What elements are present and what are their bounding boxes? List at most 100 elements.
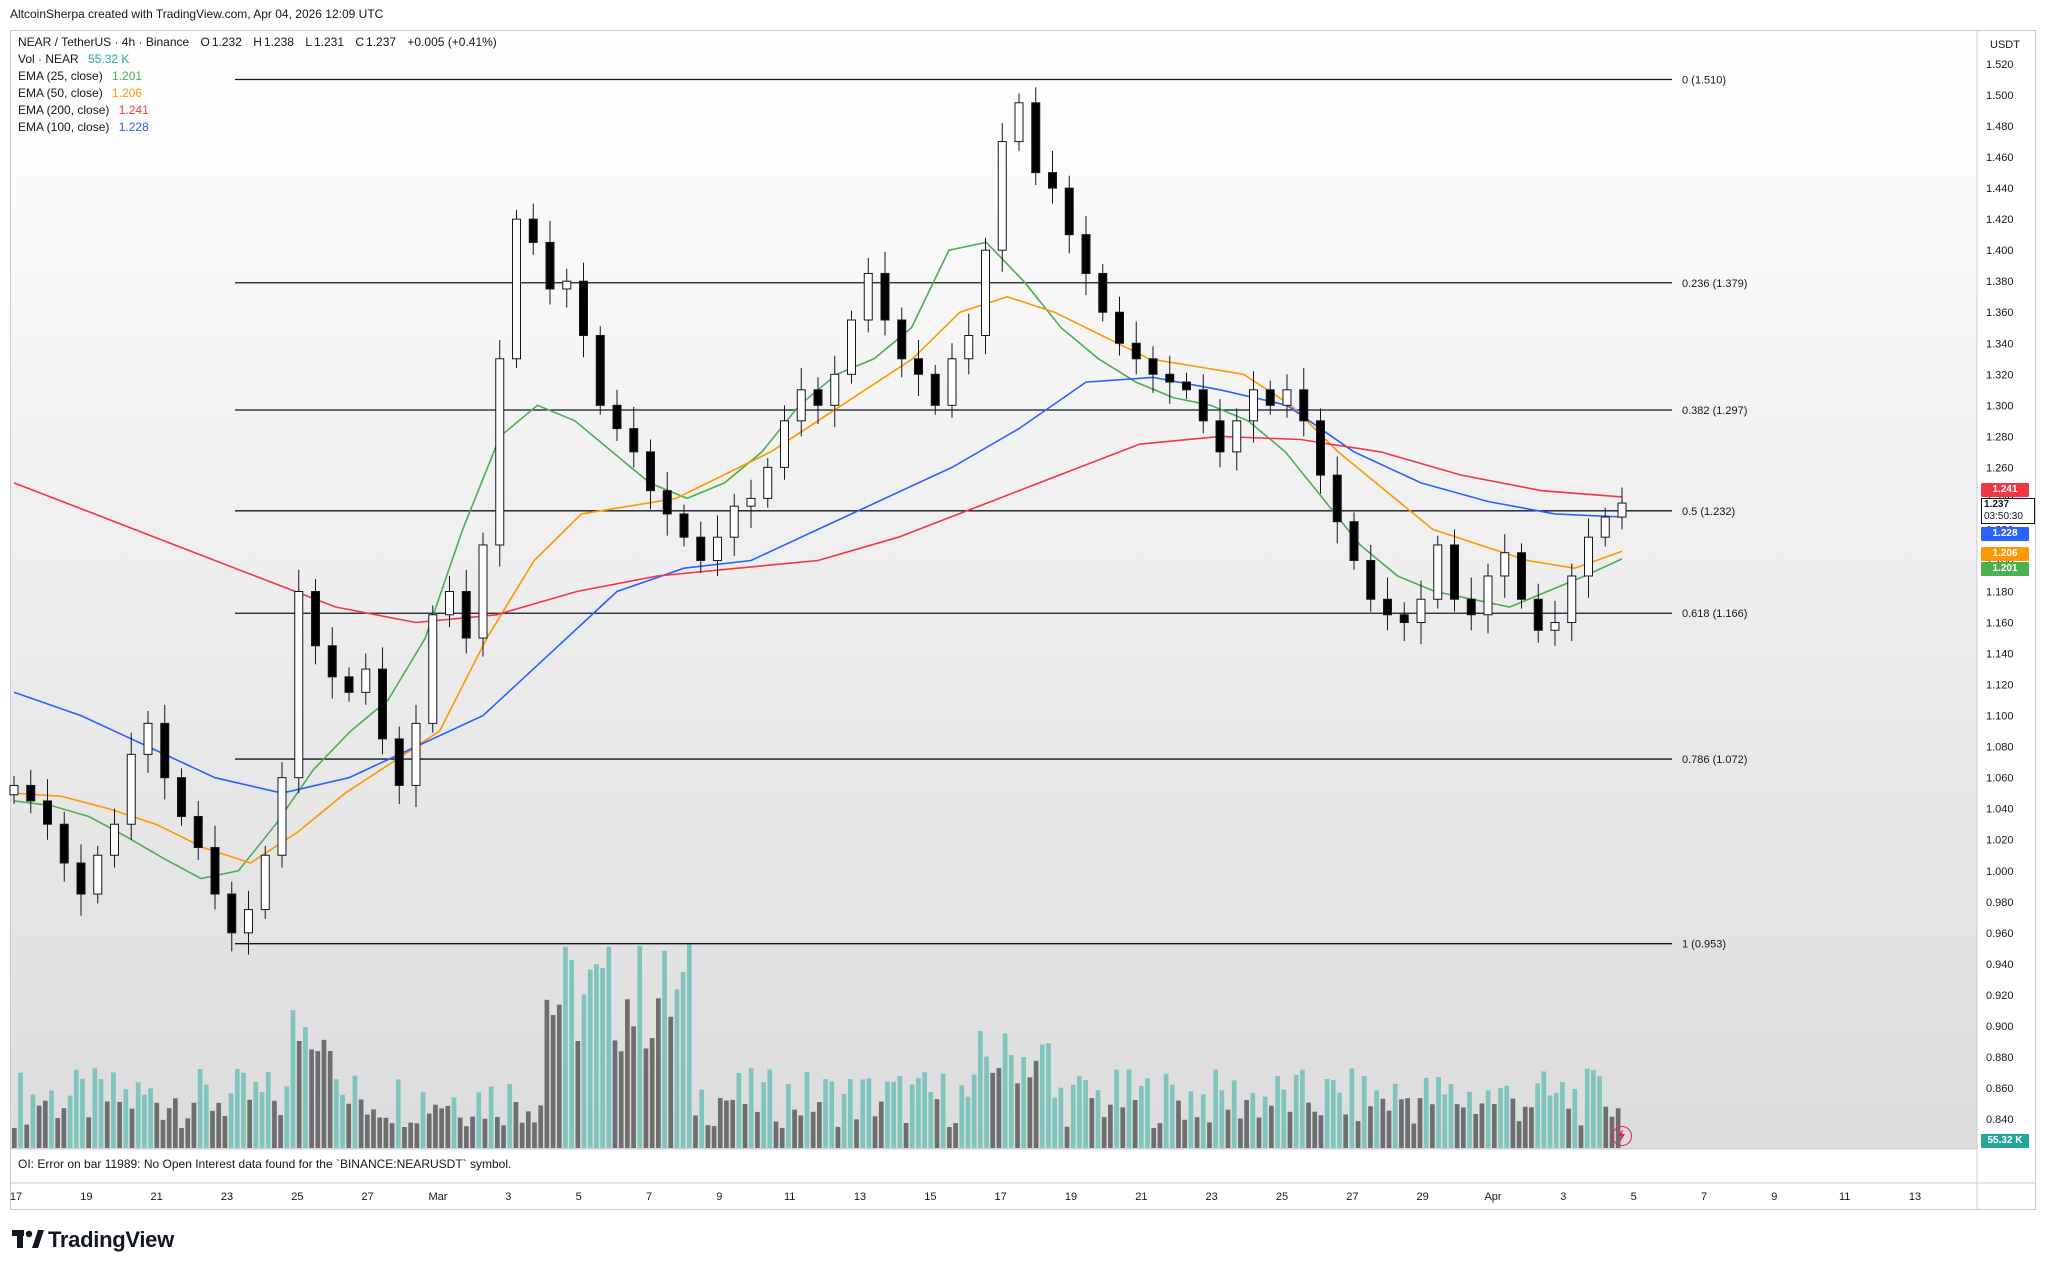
candle-body [662,490,672,515]
candle-body [59,823,69,864]
volume-bar [1244,1099,1249,1148]
candle-body [1600,516,1610,538]
candle-body [1064,187,1074,236]
volume-bar [1139,1085,1144,1148]
volume-label: Vol · NEAR [18,52,79,66]
volume-bar [810,1111,816,1148]
volume-bar [1423,1077,1429,1148]
volume-bar [1281,1089,1287,1148]
volume-bar [1584,1068,1590,1148]
volume-bar [228,1093,234,1148]
volume-bar [284,1086,290,1148]
volume-bars [12,944,1621,1148]
volume-bar [327,1051,333,1148]
low-value: 1.231 [313,35,345,49]
candle-body [1466,598,1476,616]
volume-bar [1603,1106,1609,1148]
tradingview-logo[interactable]: TradingView [12,1226,174,1254]
volume-bar [668,1016,674,1148]
volume-bar [841,1093,847,1148]
volume-bar [1293,1074,1299,1148]
volume-row[interactable]: Vol · NEAR 55.32 K [18,51,499,68]
volume-bar [755,1111,760,1148]
volume-bar [123,1089,129,1148]
lightning-icon[interactable] [1612,1126,1632,1146]
time-tick-label: 25 [1276,1191,1288,1203]
candle-body [579,280,588,337]
volume-bar [104,1101,110,1148]
fib-level-label: 0.382 (1.297) [1682,405,1747,417]
volume-bar [340,1094,345,1148]
ema200-row[interactable]: EMA (200, close) 1.241 [18,102,499,119]
candle-body [26,784,36,802]
volume-bar [179,1127,184,1148]
volume-bar [358,1099,364,1148]
volume-bar [587,969,593,1148]
candles [9,87,1627,955]
ema25-row[interactable]: EMA (25, close) 1.201 [18,68,499,85]
candle-body [964,335,974,360]
volume-bar [631,1026,636,1148]
candle-body [260,854,270,911]
oi-error-message: OI: Error on bar 11989: No Open Interest… [18,1157,512,1171]
candle-body [1383,598,1392,616]
candle-body [126,753,136,825]
volume-bar [55,1118,61,1148]
candle-body [595,335,605,406]
volume-bar [953,1123,958,1148]
price-tick-label: 1.280 [1986,431,2014,443]
volume-bar [408,1122,413,1148]
candle-body [1533,598,1543,631]
volume-bar [817,1102,822,1148]
volume-bar [1522,1106,1528,1148]
volume-bar [1070,1084,1076,1148]
fib-level-label: 0 (1.510) [1682,75,1726,87]
price-axis-ticks: 1.520 1.500 1.480 1.460 1.440 1.420 1.400 1.380… [1986,59,2014,1126]
ema50-row[interactable]: EMA (50, close) 1.206 [18,85,499,102]
volume-bar [513,1102,519,1148]
volume-bar [742,1103,748,1148]
volume-bar [649,1038,655,1148]
volume-bar [1312,1111,1318,1148]
volume-bar [61,1108,67,1148]
price-tick-label: 0.900 [1986,1021,2014,1033]
volume-bar [482,1118,488,1148]
volume-bar [265,1071,271,1148]
volume-bar [965,1096,971,1148]
time-tick-label: 9 [716,1191,722,1203]
volume-bar [1269,1105,1274,1148]
price-tick-label: 1.120 [1986,680,2014,692]
candle-body [1299,389,1309,422]
candle-body [1232,420,1242,453]
ema100-label: EMA (100, close) [18,120,110,134]
volume-bar [916,1077,921,1148]
last-price-value: 1.237 [1984,499,2010,510]
candle-body [897,319,907,360]
candle-body [210,846,220,895]
volume-bar [216,1102,222,1148]
volume-bar [922,1072,927,1148]
candle-body [1081,234,1091,274]
volume-bar [1479,1103,1485,1148]
ema100-row[interactable]: EMA (100, close) 1.228 [18,119,499,136]
volume-bar [296,1041,302,1148]
volume-bar [1176,1100,1181,1148]
volume-bar [971,1074,977,1148]
volume-bar [117,1101,122,1148]
candle-body [1517,552,1526,600]
volume-bar [823,1079,828,1148]
volume-bar [352,1075,358,1148]
ema25-label: EMA (25, close) [18,69,103,83]
candle-body [160,722,170,779]
volume-bar [439,1108,444,1148]
candle-body [9,784,19,796]
candle-body [981,249,990,337]
symbol-name[interactable]: NEAR / TetherUS · 4h · Binance [18,35,190,49]
volume-bar [1058,1087,1064,1148]
candle-body [947,358,957,406]
volume-bar [1380,1098,1386,1148]
candle-body [813,389,823,406]
volume-bar [253,1081,259,1148]
